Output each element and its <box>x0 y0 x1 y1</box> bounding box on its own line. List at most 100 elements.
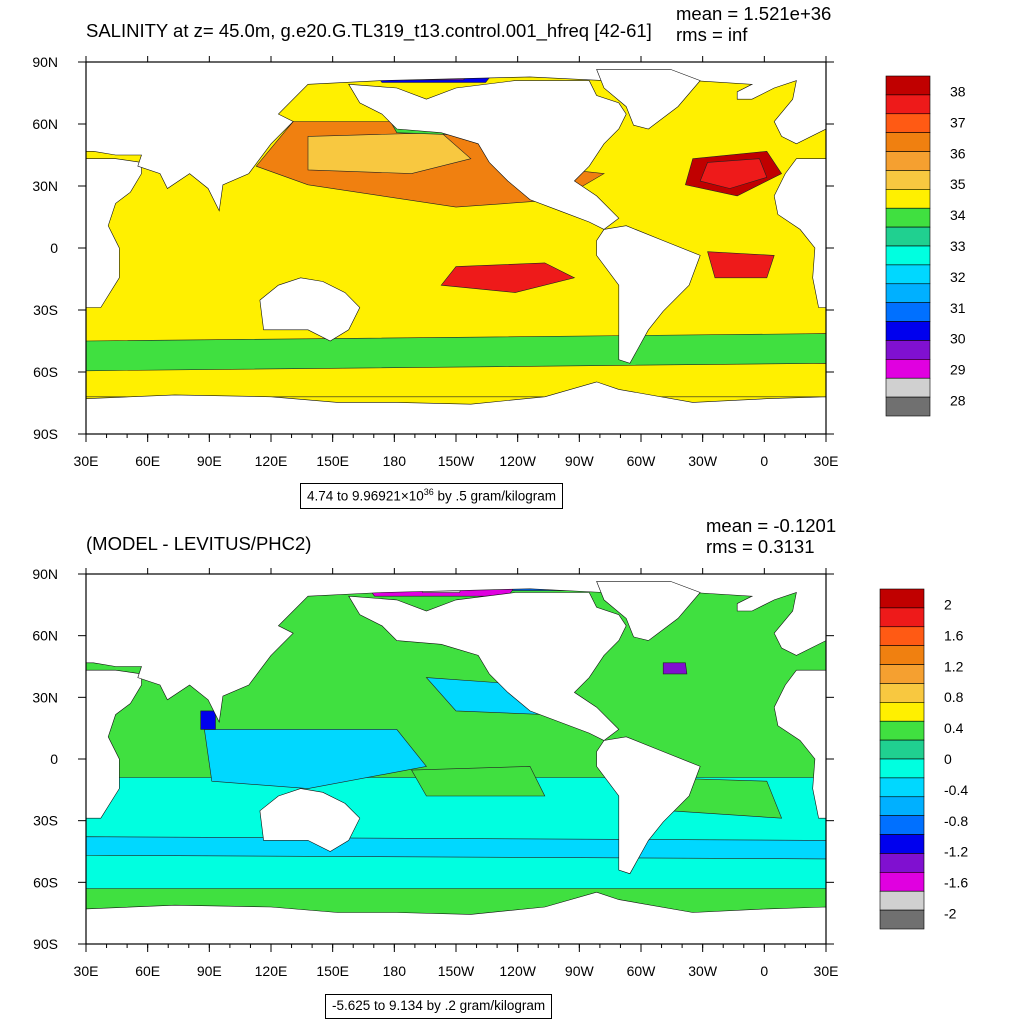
panel1-colorbar-box <box>885 151 931 171</box>
panel2-colorbar-label: -0.8 <box>944 813 968 829</box>
panel2-colorbar-label: 0 <box>944 751 952 767</box>
panel2-landmass <box>348 592 627 741</box>
panel1-contour-band <box>425 69 457 78</box>
panel1-colorbar-box <box>885 377 931 398</box>
panel2-colorbar-label: 1.6 <box>944 627 964 643</box>
panel2-colorbar-box <box>879 739 925 760</box>
panel1-colorbar-box <box>885 302 931 322</box>
panel2-contour-band <box>425 677 546 715</box>
panel2-xtick-label: 0 <box>760 963 768 979</box>
panel1-colorbar-label: 28 <box>950 393 966 409</box>
panel1-contour-band <box>396 66 479 81</box>
panel2-xtick-label: 90W <box>565 963 595 979</box>
panel1-ytick-label: 0 <box>50 240 58 256</box>
panel1-colorbar-box <box>885 170 931 190</box>
panel1-contour-band <box>307 132 472 174</box>
panel2-landmass <box>86 891 826 944</box>
panel2-colorbar-box <box>879 890 925 911</box>
panel2-xtick-label: 30W <box>688 963 718 979</box>
panel2-contour-band <box>86 836 826 860</box>
panel1-colorbar-box <box>885 75 931 96</box>
panel1-contour-band <box>255 121 605 208</box>
panel1-colorbar-label: 32 <box>950 269 966 285</box>
panel2-colorbar-box <box>879 853 925 873</box>
panel1-xtick-label: 30E <box>814 453 839 469</box>
panel1-contour-info-range: 4.74 to 9.96921×10 <box>307 488 424 504</box>
panel1-xtick-label: 120W <box>499 453 536 469</box>
panel1-contour-band <box>86 362 826 398</box>
panel1-colorbar-box <box>885 264 931 285</box>
panel2-colorbar-box <box>879 645 925 665</box>
panel1-colorbar-box <box>885 113 931 133</box>
panel2-landmass <box>596 581 701 641</box>
panel2-title: (MODEL - LEVITUS/PHC2) <box>86 533 312 554</box>
panel2-colorbar-label: 0.4 <box>944 720 964 736</box>
panel1-landmass <box>86 381 826 434</box>
panel1-xtick-label: 30E <box>74 453 99 469</box>
panel1-colorbar-box <box>885 396 931 417</box>
panel1-contour-band <box>699 158 768 189</box>
panel1-colorbar-label: 37 <box>950 114 966 130</box>
panel2-xtick-label: 60E <box>135 963 160 979</box>
panel1-xtick-label: 60W <box>627 453 657 469</box>
panel1-colorbar-box <box>885 132 931 152</box>
panel1-colorbar-box <box>885 359 931 379</box>
panel2-colorbar-box <box>879 815 925 835</box>
panel2-xtick-label: 30E <box>74 963 99 979</box>
panel2-ytick-label: 90N <box>32 566 58 582</box>
panel2-contour-info-range: -5.625 to 9.134 by .2 gram/kilogram <box>332 998 546 1013</box>
panel1-xtick-label: 150W <box>438 453 475 469</box>
panel1-colorbar-box <box>885 189 931 209</box>
panel1-colorbar-label: 34 <box>950 207 966 223</box>
panel2-colorbar-box <box>879 720 925 741</box>
panel1-xtick-label: 180 <box>383 453 407 469</box>
panel1-title: SALINITY at z= 45.0m, g.e20.G.TL319_t13.… <box>86 20 652 41</box>
panel1-contour-info: 4.74 to 9.96921×1036 by .5 gram/kilogram <box>300 483 564 510</box>
panel2-colorbar-label: -2 <box>944 906 957 922</box>
panel2-ocean-field <box>86 574 826 944</box>
panel1-landmass <box>773 158 826 308</box>
panel1-colorbar-box <box>885 226 931 247</box>
panel2-landmass <box>596 736 701 875</box>
panel2-contour-band <box>411 766 546 797</box>
panel2-colorbar-box <box>879 683 925 703</box>
panel2-ytick-label: 60N <box>32 628 58 644</box>
panel2-colorbar-label: 2 <box>944 596 952 612</box>
panel2-colorbar-box <box>879 758 925 779</box>
panel1-landmass <box>259 277 361 342</box>
panel2-colorbar-label: -1.2 <box>944 844 968 860</box>
panel1-contour-band <box>381 102 605 137</box>
panel1-colorbar-label: 29 <box>950 362 966 378</box>
panel1-xtick-label: 120E <box>255 453 288 469</box>
panel2-rms: rms = 0.3131 <box>706 536 815 557</box>
panel1-landmass <box>596 225 701 364</box>
panel2-contour-band <box>86 777 826 889</box>
panel2-colorbar-box <box>879 834 925 854</box>
panel1-field <box>86 62 826 434</box>
panel1-colorbar-box <box>885 94 931 115</box>
panel1-ytick-label: 60N <box>32 116 58 132</box>
panel2-colorbar-label: 0.8 <box>944 689 964 705</box>
panel2-colorbar-box <box>879 909 925 930</box>
panel2-ytick-label: 30N <box>32 689 58 705</box>
panel2-contour-band <box>647 777 783 819</box>
panel2-colorbar-box <box>879 588 925 609</box>
panel2-landmass <box>773 669 826 819</box>
panel1-colorbar-label: 38 <box>950 83 966 99</box>
panel1-ytick-label: 90S <box>33 426 58 442</box>
panel1-landmass <box>596 69 701 130</box>
panel1-xtick-label: 30W <box>688 453 718 469</box>
panel1-xtick-label: 90W <box>565 453 595 469</box>
panel2-contour-band <box>359 576 524 597</box>
panel2-contour-band <box>662 662 688 675</box>
panel2-colorbar-label: -0.4 <box>944 782 968 798</box>
panel1-ytick-label: 30S <box>33 302 58 318</box>
panel2-colorbar-label: 1.2 <box>944 658 964 674</box>
panel1-landmass <box>348 80 627 230</box>
panel1-ocean-field <box>86 62 826 434</box>
panel2-xtick-label: 180 <box>383 963 407 979</box>
panel1-colorbar-label: 31 <box>950 300 966 316</box>
panel2-xtick-label: 120W <box>499 963 536 979</box>
panel2-landmass <box>259 788 361 852</box>
panel2-xtick-label: 120E <box>255 963 288 979</box>
